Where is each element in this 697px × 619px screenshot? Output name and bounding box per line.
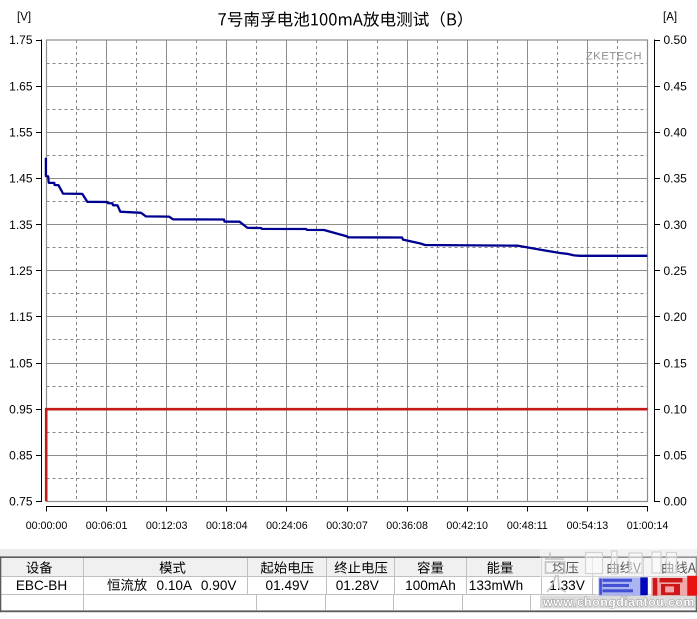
- svg-text:0.85: 0.85: [9, 449, 33, 463]
- svg-text:0.05: 0.05: [664, 449, 688, 463]
- svg-text:0.45: 0.45: [664, 79, 688, 93]
- svg-text:01.28V: 01.28V: [336, 578, 379, 593]
- svg-text:00:06:01: 00:06:01: [86, 520, 128, 532]
- svg-text:00:30:07: 00:30:07: [326, 520, 368, 532]
- svg-text:00:12:03: 00:12:03: [146, 520, 188, 532]
- svg-text:00:54:13: 00:54:13: [567, 520, 609, 532]
- svg-text:0.35: 0.35: [664, 172, 688, 186]
- svg-text:0.40: 0.40: [664, 126, 688, 140]
- svg-text:0.10: 0.10: [664, 402, 688, 416]
- svg-text:0.25: 0.25: [664, 264, 688, 278]
- svg-text:0.00: 0.00: [664, 495, 688, 509]
- svg-text:1.55: 1.55: [9, 126, 33, 140]
- svg-text:01:00:14: 01:00:14: [627, 520, 669, 532]
- svg-text:ZKETECH: ZKETECH: [586, 51, 642, 63]
- svg-text:0.50: 0.50: [664, 33, 688, 47]
- svg-text:0.15: 0.15: [664, 356, 688, 370]
- svg-text:1.65: 1.65: [9, 79, 33, 93]
- svg-text:00:48:11: 00:48:11: [507, 520, 548, 532]
- svg-text:00:42:10: 00:42:10: [446, 520, 488, 532]
- svg-text:100mAh: 100mAh: [405, 578, 456, 593]
- svg-text:www.chongdiantou.com: www.chongdiantou.com: [542, 595, 695, 609]
- svg-text:0.20: 0.20: [664, 310, 688, 324]
- svg-text:0.30: 0.30: [664, 218, 688, 232]
- svg-text:0.75: 0.75: [9, 495, 33, 509]
- svg-text:0.95: 0.95: [9, 402, 33, 416]
- svg-text:1.25: 1.25: [9, 264, 33, 278]
- svg-text:[V]: [V]: [17, 12, 31, 24]
- svg-text:EBC-BH: EBC-BH: [16, 578, 67, 593]
- svg-text:00:00:00: 00:00:00: [26, 520, 68, 532]
- svg-text:1.15: 1.15: [9, 310, 33, 324]
- svg-text:1.05: 1.05: [9, 356, 33, 370]
- svg-text:01.49V: 01.49V: [266, 578, 309, 593]
- svg-text:133mWh: 133mWh: [469, 578, 523, 593]
- svg-text:[A]: [A]: [663, 12, 677, 24]
- svg-text:0.90V: 0.90V: [201, 578, 237, 593]
- svg-text:0.10A: 0.10A: [157, 578, 193, 593]
- svg-text:1.75: 1.75: [9, 33, 33, 47]
- svg-text:00:36:08: 00:36:08: [386, 520, 428, 532]
- svg-text:00:18:04: 00:18:04: [206, 520, 248, 532]
- svg-text:1.35: 1.35: [9, 218, 33, 232]
- svg-text:1.45: 1.45: [9, 172, 33, 186]
- svg-text:00:24:06: 00:24:06: [266, 520, 308, 532]
